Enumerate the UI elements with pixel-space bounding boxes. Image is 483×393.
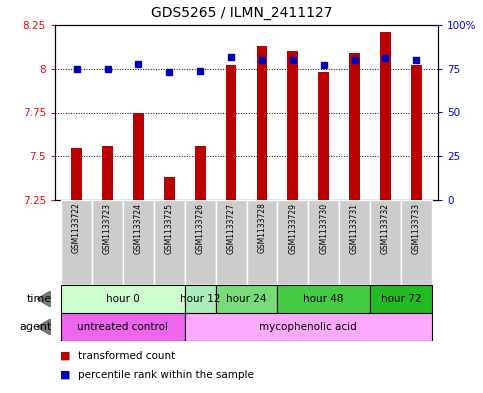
- Text: GSM1133733: GSM1133733: [412, 202, 421, 253]
- Bar: [226, 65, 237, 200]
- Text: GSM1133728: GSM1133728: [257, 202, 267, 253]
- Text: transformed count: transformed count: [78, 351, 175, 360]
- Text: agent: agent: [20, 322, 52, 332]
- Bar: [215, 200, 246, 285]
- Text: GSM1133730: GSM1133730: [319, 202, 328, 253]
- Text: time: time: [27, 294, 52, 304]
- Bar: [154, 200, 185, 285]
- Text: percentile rank within the sample: percentile rank within the sample: [78, 370, 254, 380]
- Text: GDS5265 / ILMN_2411127: GDS5265 / ILMN_2411127: [151, 6, 332, 20]
- Text: hour 72: hour 72: [381, 294, 421, 304]
- Bar: [401, 200, 432, 285]
- Bar: [370, 200, 401, 285]
- Bar: [411, 65, 422, 200]
- Bar: [92, 200, 123, 285]
- Polygon shape: [37, 319, 51, 335]
- Text: hour 48: hour 48: [303, 294, 344, 304]
- Bar: [256, 46, 268, 200]
- Bar: [164, 177, 175, 200]
- Text: untreated control: untreated control: [77, 322, 169, 332]
- Bar: [287, 51, 298, 200]
- Text: hour 24: hour 24: [226, 294, 267, 304]
- Bar: [349, 53, 360, 200]
- Bar: [185, 285, 215, 313]
- Bar: [215, 285, 277, 313]
- Text: ■: ■: [60, 370, 71, 380]
- Bar: [61, 285, 185, 313]
- Bar: [195, 146, 206, 200]
- Bar: [380, 32, 391, 200]
- Polygon shape: [37, 290, 51, 307]
- Bar: [123, 200, 154, 285]
- Bar: [318, 72, 329, 200]
- Bar: [185, 200, 215, 285]
- Bar: [71, 147, 82, 200]
- Bar: [133, 112, 144, 200]
- Text: GSM1133726: GSM1133726: [196, 202, 205, 253]
- Text: GSM1133732: GSM1133732: [381, 202, 390, 253]
- Bar: [246, 200, 277, 285]
- Text: hour 0: hour 0: [106, 294, 140, 304]
- Bar: [185, 313, 432, 341]
- Bar: [370, 285, 432, 313]
- Bar: [308, 200, 339, 285]
- Bar: [339, 200, 370, 285]
- Bar: [61, 200, 92, 285]
- Text: GSM1133723: GSM1133723: [103, 202, 112, 253]
- Text: hour 12: hour 12: [180, 294, 220, 304]
- Text: GSM1133727: GSM1133727: [227, 202, 236, 253]
- Text: GSM1133722: GSM1133722: [72, 202, 81, 253]
- Bar: [277, 285, 370, 313]
- Bar: [61, 313, 185, 341]
- Text: mycophenolic acid: mycophenolic acid: [259, 322, 357, 332]
- Text: GSM1133724: GSM1133724: [134, 202, 143, 253]
- Text: ■: ■: [60, 351, 71, 360]
- Bar: [102, 146, 113, 200]
- Text: GSM1133731: GSM1133731: [350, 202, 359, 253]
- Text: GSM1133729: GSM1133729: [288, 202, 298, 253]
- Text: GSM1133725: GSM1133725: [165, 202, 174, 253]
- Bar: [277, 200, 308, 285]
